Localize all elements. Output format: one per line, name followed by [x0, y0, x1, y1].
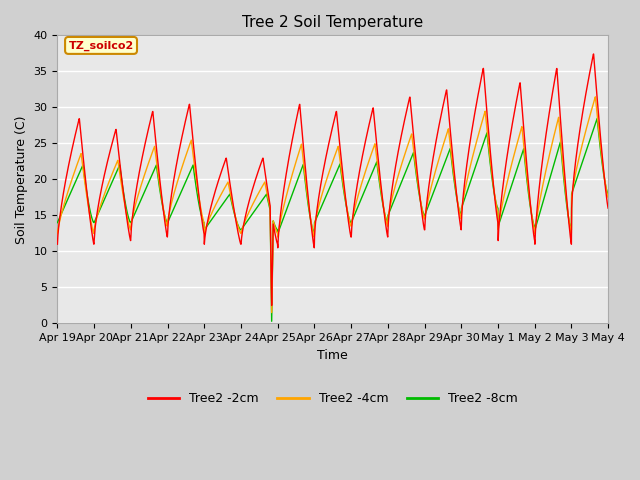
Title: Tree 2 Soil Temperature: Tree 2 Soil Temperature	[242, 15, 424, 30]
X-axis label: Time: Time	[317, 348, 348, 362]
Legend: Tree2 -2cm, Tree2 -4cm, Tree2 -8cm: Tree2 -2cm, Tree2 -4cm, Tree2 -8cm	[143, 387, 523, 410]
Text: TZ_soilco2: TZ_soilco2	[68, 40, 134, 50]
Y-axis label: Soil Temperature (C): Soil Temperature (C)	[15, 115, 28, 244]
